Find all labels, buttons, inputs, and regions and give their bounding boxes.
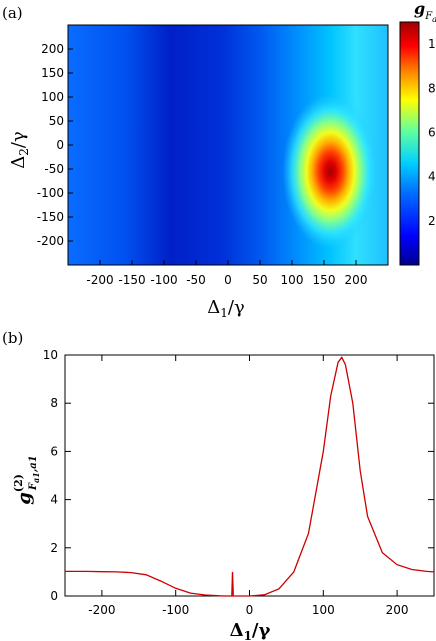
line-x-tick-label: 0 xyxy=(246,603,254,617)
line-x-tick-label: 100 xyxy=(312,603,335,617)
line-x-title: Δ1/γ xyxy=(230,620,271,641)
colorbar-tick-label: 2 xyxy=(428,214,436,228)
line-y-tick-label: 2 xyxy=(50,541,58,555)
heatmap-y-tick-label: -150 xyxy=(37,210,64,224)
heatmap-y-tick-label: 50 xyxy=(49,114,64,128)
line-x-ticks: -200 -100 0 100 200 xyxy=(88,355,409,617)
heatmap-peak xyxy=(282,93,379,250)
colorbar-tick-label: 1 xyxy=(428,37,436,51)
heatmap-y-tick-label: 150 xyxy=(41,66,64,80)
heatmap-y-ticks: 200 150 100 50 0 -50 -100 -150 -200 xyxy=(37,42,73,248)
heatmap-y-tick-label: -50 xyxy=(44,162,64,176)
colorbar-tick-label: 8 xyxy=(428,81,436,95)
line-y-ticks: 10 8 6 4 2 0 xyxy=(43,348,434,603)
line-y-tick-label: 8 xyxy=(50,396,58,410)
panel-label-b: (b) xyxy=(2,329,23,347)
heatmap-y-tick-label: -200 xyxy=(37,234,64,248)
panel-label-a: (a) xyxy=(2,4,23,22)
heatmap-x-tick-label: -100 xyxy=(150,273,177,287)
heatmap-x-tick-label: 50 xyxy=(252,273,267,287)
colorbar-tick-label: 4 xyxy=(428,170,436,184)
colorbar xyxy=(399,21,420,266)
line-y-tick-label: 4 xyxy=(50,493,58,507)
heatmap-x-tick-label: 100 xyxy=(281,273,304,287)
colorbar-label: gFa1 xyxy=(414,0,436,24)
line-y-title: g(2) Fa1,a1 xyxy=(12,455,41,504)
line-plot-frame xyxy=(64,354,435,597)
heatmap-x-tick-label: -200 xyxy=(86,273,113,287)
heatmap-y-tick-label: 100 xyxy=(41,90,64,104)
line-y-tick-label: 0 xyxy=(50,589,58,603)
line-x-tick-label: 200 xyxy=(386,603,409,617)
heatmap-x-tick-label: 150 xyxy=(313,273,336,287)
line-y-tick-label: 6 xyxy=(50,444,58,458)
heatmap-x-tick-label: 0 xyxy=(224,273,232,287)
colorbar-tick-label: 6 xyxy=(428,125,436,139)
heatmap-plot xyxy=(67,24,389,266)
heatmap-x-tick-label: -150 xyxy=(118,273,145,287)
line-x-tick-label: -200 xyxy=(88,603,115,617)
heatmap-y-tick-label: 0 xyxy=(56,138,64,152)
heatmap-x-title: Δ1/γ xyxy=(207,297,244,320)
heatmap-y-title: Δ2/γ xyxy=(8,131,31,168)
heatmap-x-ticks: -200 -150 -100 -50 0 50 100 150 200 xyxy=(86,260,367,287)
heatmap-y-tick-label: 200 xyxy=(41,42,64,56)
heatmap-x-tick-label: 200 xyxy=(345,273,368,287)
heatmap-y-tick-label: -100 xyxy=(37,186,64,200)
colorbar-ticks: 1 8 6 4 2 xyxy=(428,37,436,228)
heatmap-x-tick-label: -50 xyxy=(186,273,206,287)
line-x-tick-label: -100 xyxy=(162,603,189,617)
line-y-tick-label: 10 xyxy=(43,348,58,362)
line-series xyxy=(65,356,435,597)
